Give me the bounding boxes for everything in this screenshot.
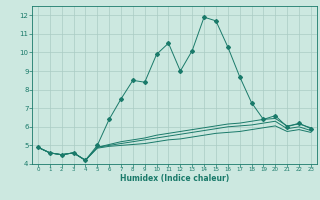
X-axis label: Humidex (Indice chaleur): Humidex (Indice chaleur)	[120, 174, 229, 183]
